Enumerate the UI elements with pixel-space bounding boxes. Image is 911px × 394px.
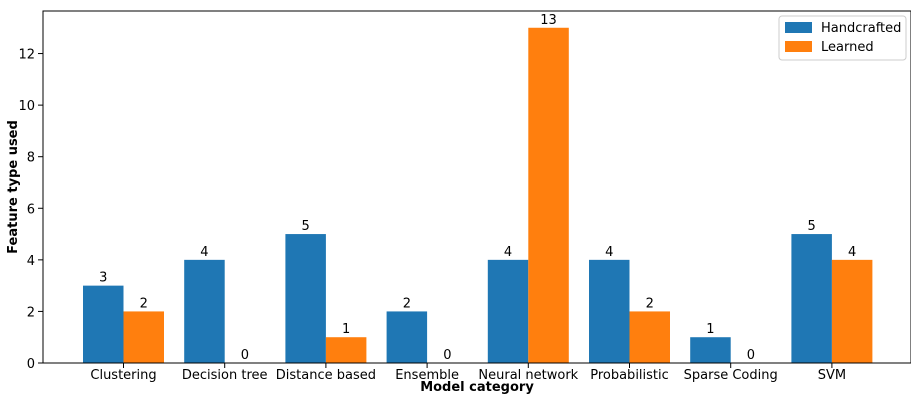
y-tick-label: 12	[18, 48, 35, 63]
y-tick-label: 4	[27, 254, 35, 269]
x-tick-label: Probabilistic	[590, 368, 669, 383]
bar-value-label: 5	[808, 219, 816, 234]
y-tick-label: 8	[27, 151, 35, 166]
bar-value-label: 13	[540, 13, 557, 28]
y-axis-ticks: 0 2 4 6 8 10 12	[18, 48, 43, 372]
bar-learned	[528, 27, 569, 364]
bar-handcrafted	[690, 337, 731, 363]
bars	[83, 27, 873, 364]
y-tick-label: 2	[27, 305, 35, 320]
bar-value-label: 4	[504, 245, 512, 260]
x-tick-label: Sparse Coding	[684, 368, 778, 383]
bar-value-label: 2	[140, 296, 148, 311]
bar-value-label: 0	[241, 348, 249, 363]
x-axis-title: Model category	[420, 380, 534, 394]
x-tick-label: SVM	[818, 368, 846, 383]
bar-value-label: 4	[200, 245, 208, 260]
bar-value-label: 0	[747, 348, 755, 363]
legend: Handcrafted Learned	[778, 15, 907, 61]
bar-learned	[325, 337, 367, 363]
bar-learned	[123, 311, 164, 363]
legend-swatch-handcrafted	[785, 22, 812, 33]
bar-learned	[831, 259, 873, 363]
bar-handcrafted	[791, 234, 832, 363]
bar-handcrafted	[83, 285, 124, 363]
bar-value-label: 2	[646, 296, 654, 311]
x-tick-label: Distance based	[276, 368, 376, 383]
y-axis-title: Feature type used	[6, 120, 21, 254]
bar-handcrafted	[487, 259, 529, 363]
legend-label-learned: Learned	[821, 40, 874, 55]
x-axis-ticks: Clustering Decision tree Distance based Ens…	[90, 363, 846, 383]
x-tick-label: Decision tree	[182, 368, 268, 383]
plot-frame	[42, 10, 911, 364]
bar-value-label: 1	[706, 322, 714, 337]
bar-value-label: 4	[848, 245, 856, 260]
bar-learned	[629, 311, 670, 363]
x-tick-label: Clustering	[90, 368, 156, 383]
bar-handcrafted	[285, 234, 326, 363]
bar-handcrafted	[386, 311, 428, 363]
y-tick-label: 6	[27, 202, 35, 217]
x-tick-label: Ensemble	[395, 368, 459, 383]
bar-value-label: 1	[342, 322, 350, 337]
bar-handcrafted	[589, 259, 630, 363]
bar-value-label: 5	[302, 219, 310, 234]
data-labels: 3 2 4 0 5 1 2 0 4 13 4 2 1 0 5 4	[99, 13, 856, 363]
bar-value-label: 2	[403, 296, 411, 311]
bar-value-label: 4	[605, 245, 613, 260]
legend-swatch-learned	[785, 41, 812, 52]
legend-label-handcrafted: Handcrafted	[821, 21, 901, 36]
bar-value-label: 0	[443, 348, 451, 363]
y-tick-label: 10	[18, 99, 35, 114]
bar-handcrafted	[184, 259, 225, 363]
y-tick-label: 0	[27, 357, 35, 372]
bar-value-label: 3	[99, 271, 107, 286]
x-tick-label: Neural network	[478, 368, 578, 383]
